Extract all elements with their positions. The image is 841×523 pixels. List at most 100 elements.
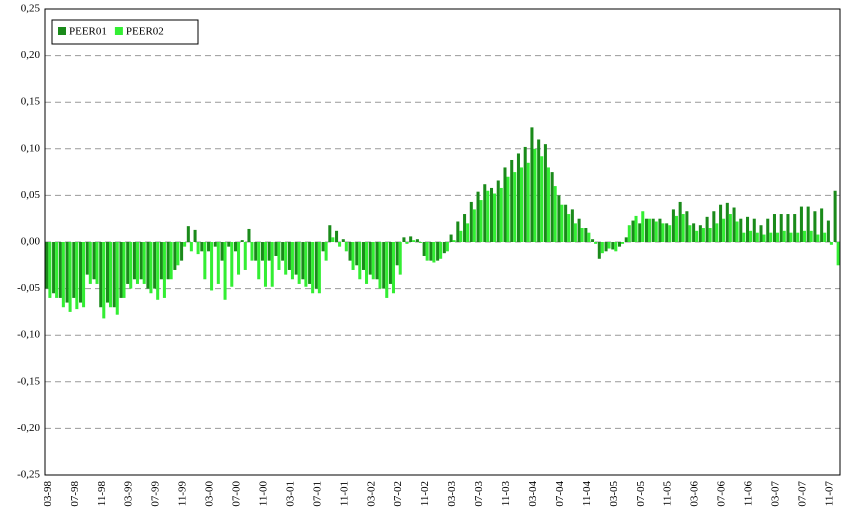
bar bbox=[301, 242, 305, 280]
x-tick-label: 07-04 bbox=[554, 481, 566, 507]
bar bbox=[371, 242, 375, 280]
plot-frame bbox=[44, 8, 841, 476]
x-tick-label: 03-02 bbox=[365, 481, 377, 507]
bar bbox=[479, 200, 483, 242]
bar bbox=[365, 242, 369, 284]
bar bbox=[621, 242, 625, 244]
bar bbox=[109, 242, 113, 308]
bar bbox=[775, 232, 780, 242]
bar bbox=[483, 184, 487, 242]
bar bbox=[82, 242, 86, 308]
bar bbox=[227, 242, 231, 247]
bar bbox=[678, 201, 682, 242]
bar bbox=[260, 242, 264, 261]
bar bbox=[257, 242, 261, 280]
bar bbox=[688, 225, 692, 242]
bar bbox=[685, 211, 689, 242]
bar bbox=[176, 242, 180, 266]
y-tick-label: 0,25 bbox=[21, 3, 41, 15]
bar bbox=[290, 242, 294, 280]
x-tick-label: 11-06 bbox=[743, 481, 755, 507]
bar bbox=[526, 162, 530, 242]
legend-swatch bbox=[58, 27, 66, 35]
bar bbox=[779, 214, 783, 242]
bar bbox=[270, 242, 274, 287]
bar bbox=[486, 190, 490, 242]
x-tick-label: 07-07 bbox=[796, 481, 808, 507]
bar bbox=[254, 242, 258, 261]
bar bbox=[203, 242, 207, 280]
bar bbox=[746, 216, 750, 242]
bar bbox=[415, 239, 419, 242]
bar bbox=[496, 180, 500, 242]
bar bbox=[712, 211, 716, 242]
bar bbox=[55, 242, 59, 298]
legend-box bbox=[51, 19, 199, 45]
bar bbox=[422, 242, 426, 256]
x-tick-label: 03-04 bbox=[527, 481, 539, 507]
bar bbox=[445, 242, 449, 252]
bar bbox=[361, 242, 366, 270]
bar bbox=[459, 230, 463, 242]
bar bbox=[550, 172, 554, 242]
bar bbox=[311, 242, 315, 294]
bar bbox=[263, 242, 267, 287]
x-tick-label: 07-98 bbox=[69, 481, 81, 507]
bar bbox=[183, 242, 187, 247]
bar bbox=[577, 218, 581, 242]
bar bbox=[823, 232, 827, 242]
bar bbox=[156, 242, 160, 300]
bar bbox=[210, 242, 214, 291]
x-tick-label: 11-07 bbox=[823, 481, 835, 507]
x-tick-label: 11-02 bbox=[419, 481, 431, 506]
bar bbox=[708, 228, 712, 242]
bar bbox=[627, 225, 631, 242]
bar bbox=[759, 225, 763, 242]
bar bbox=[112, 242, 116, 308]
bar bbox=[405, 242, 409, 244]
bar bbox=[705, 216, 709, 242]
y-tick-label: 0,00 bbox=[21, 236, 41, 248]
bar bbox=[537, 139, 541, 242]
x-tick-label: 07-00 bbox=[231, 481, 243, 507]
bar bbox=[829, 242, 833, 245]
bar bbox=[516, 153, 520, 242]
bar bbox=[820, 208, 824, 242]
bar bbox=[755, 232, 759, 242]
x-tick-label: 11-99 bbox=[177, 481, 189, 507]
bar bbox=[189, 242, 193, 252]
bar bbox=[463, 214, 467, 242]
x-tick-label: 07-01 bbox=[311, 481, 323, 507]
x-tick-label: 03-03 bbox=[446, 481, 458, 507]
bar bbox=[567, 214, 571, 242]
bar bbox=[79, 242, 83, 303]
bar bbox=[425, 242, 429, 261]
bar bbox=[200, 242, 204, 252]
x-tick-label: 07-99 bbox=[150, 481, 162, 507]
x-tick-label: 11-05 bbox=[662, 481, 674, 507]
bar bbox=[802, 230, 806, 242]
bar bbox=[519, 167, 524, 242]
bar bbox=[674, 215, 678, 242]
bar bbox=[267, 242, 271, 261]
bar bbox=[341, 239, 345, 242]
bar bbox=[658, 218, 662, 242]
bar bbox=[701, 228, 705, 242]
bar bbox=[61, 242, 65, 308]
bar bbox=[65, 242, 69, 303]
bar bbox=[159, 242, 163, 280]
bar bbox=[173, 242, 177, 270]
bar bbox=[671, 209, 675, 242]
x-tick-label: 07-03 bbox=[473, 481, 485, 507]
bar bbox=[719, 204, 723, 242]
bar bbox=[240, 240, 244, 242]
bar bbox=[742, 232, 746, 242]
bar bbox=[88, 242, 92, 284]
bar bbox=[614, 242, 618, 252]
bar bbox=[584, 228, 588, 242]
legend-swatch bbox=[114, 27, 123, 35]
x-tick-label: 03-07 bbox=[770, 481, 782, 507]
bar bbox=[351, 242, 355, 270]
bar bbox=[600, 242, 604, 254]
